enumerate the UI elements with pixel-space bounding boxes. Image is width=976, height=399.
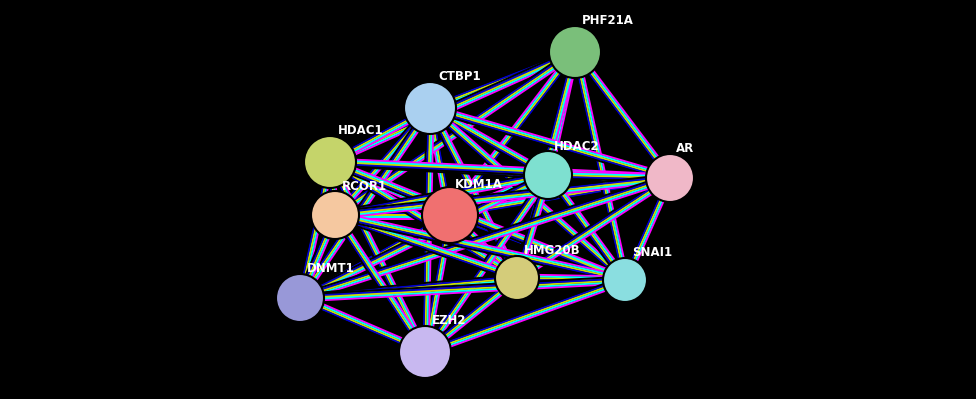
Text: KDM1A: KDM1A: [455, 178, 503, 190]
Circle shape: [404, 82, 456, 134]
Circle shape: [603, 258, 647, 302]
Text: HDAC2: HDAC2: [554, 140, 599, 152]
Circle shape: [422, 187, 478, 243]
Circle shape: [524, 151, 572, 199]
Text: DNMT1: DNMT1: [307, 261, 354, 275]
Circle shape: [304, 136, 356, 188]
Text: PHF21A: PHF21A: [582, 14, 633, 26]
Text: EZH2: EZH2: [432, 314, 467, 328]
Text: RCOR1: RCOR1: [342, 180, 387, 192]
Circle shape: [495, 256, 539, 300]
Text: CTBP1: CTBP1: [438, 71, 480, 83]
Circle shape: [311, 191, 359, 239]
Text: SNAI1: SNAI1: [632, 245, 672, 259]
Circle shape: [276, 274, 324, 322]
Circle shape: [549, 26, 601, 78]
Text: HDAC1: HDAC1: [338, 124, 384, 138]
Circle shape: [399, 326, 451, 378]
Text: AR: AR: [676, 142, 694, 156]
Text: HMG20B: HMG20B: [524, 243, 581, 257]
Circle shape: [646, 154, 694, 202]
